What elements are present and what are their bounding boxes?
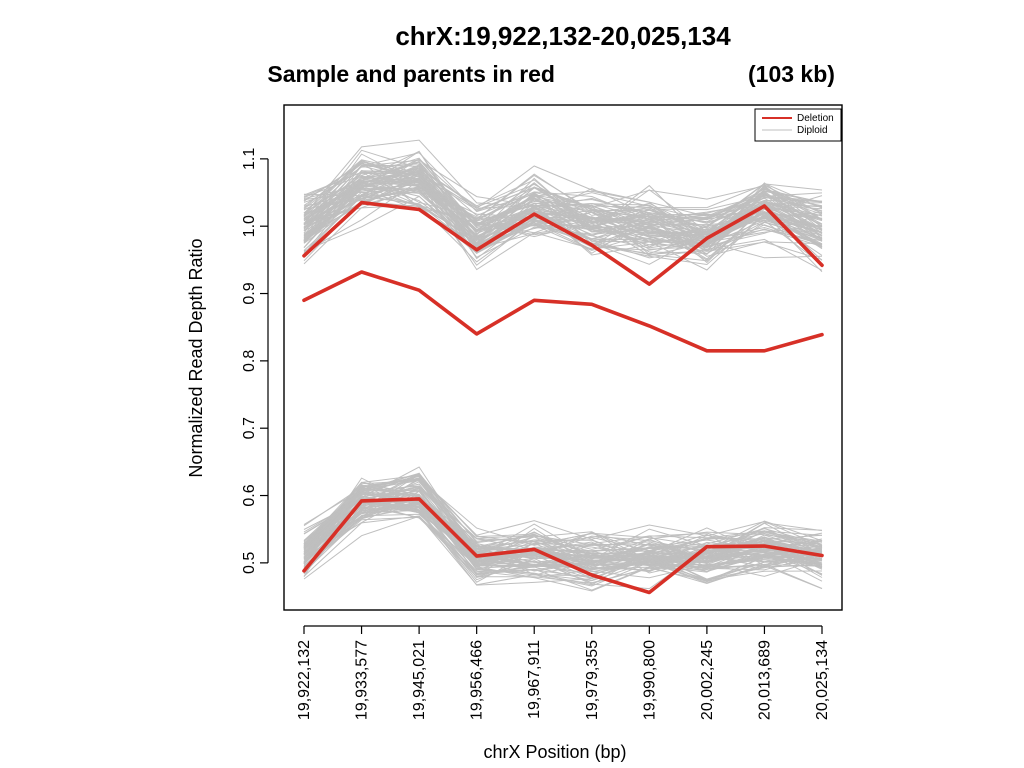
diploid-line: [303, 195, 823, 273]
deletion-lines: [302, 200, 824, 595]
legend-box: [754, 108, 842, 142]
diploid-line: [303, 502, 823, 592]
diploid-line: [303, 157, 823, 242]
x-tick-label: 19,990,800: [641, 640, 658, 720]
diploid-line: [303, 182, 823, 255]
chart-subtitle-size: (103 kb): [748, 61, 835, 87]
diploid-line: [303, 497, 823, 590]
x-tick-label: 19,967,911: [526, 640, 543, 719]
y-tick-label: 0.6: [241, 484, 258, 506]
y-tick-label: 0.8: [241, 350, 258, 372]
diploid-line: [303, 496, 823, 584]
diploid-line: [303, 497, 823, 560]
x-tick-label: 19,933,577: [354, 640, 371, 720]
deletion-line-1: [302, 200, 824, 286]
plot-frame: [283, 104, 843, 611]
legend: Deletion Diploid: [754, 108, 842, 142]
diploid-lines: [303, 139, 823, 592]
y-tick-label: 0.7: [241, 417, 258, 439]
diploid-line: [303, 170, 823, 234]
legend-label-deletion: Deletion: [797, 113, 834, 124]
deletion-line-3: [302, 497, 824, 595]
chart-subtitle: Sample and parents in red: [267, 61, 555, 87]
x-tick-label: 19,956,466: [469, 640, 486, 720]
diploid-line: [303, 177, 823, 243]
x-tick-label: 20,002,245: [699, 640, 716, 720]
diploid-line: [303, 516, 823, 579]
x-tick-label: 19,979,355: [584, 640, 601, 720]
diploid-line: [303, 167, 823, 243]
diploid-line: [303, 167, 823, 228]
diploid-line: [303, 186, 823, 265]
diploid-line: [303, 489, 823, 568]
x-tick-label: 19,945,021: [411, 640, 428, 720]
y-tick-label: 1.1: [241, 148, 258, 170]
x-axis: 19,922,132 19,933,577 19,945,021 19,956,466…: [296, 625, 831, 720]
x-tick-label: 20,013,689: [756, 640, 773, 720]
diploid-line: [303, 505, 823, 580]
y-axis: 0.5 0.6 0.7 0.8 0.9 1.0 1.1: [241, 148, 269, 574]
diploid-line: [303, 185, 823, 256]
y-tick-label: 1.0: [241, 215, 258, 237]
y-tick-label: 0.5: [241, 552, 258, 574]
diploid-line: [303, 489, 823, 564]
x-axis-label: chrX Position (bp): [483, 742, 626, 762]
chart-title: chrX:19,922,132-20,025,134: [395, 21, 731, 51]
diploid-line: [303, 164, 823, 230]
y-axis-label: Normalized Read Depth Ratio: [186, 238, 206, 477]
x-tick-label: 19,922,132: [296, 640, 313, 720]
x-tick-label: 20,025,134: [814, 640, 831, 720]
deletion-line-2: [302, 270, 824, 353]
legend-label-diploid: Diploid: [797, 125, 828, 136]
y-tick-label: 0.9: [241, 282, 258, 304]
